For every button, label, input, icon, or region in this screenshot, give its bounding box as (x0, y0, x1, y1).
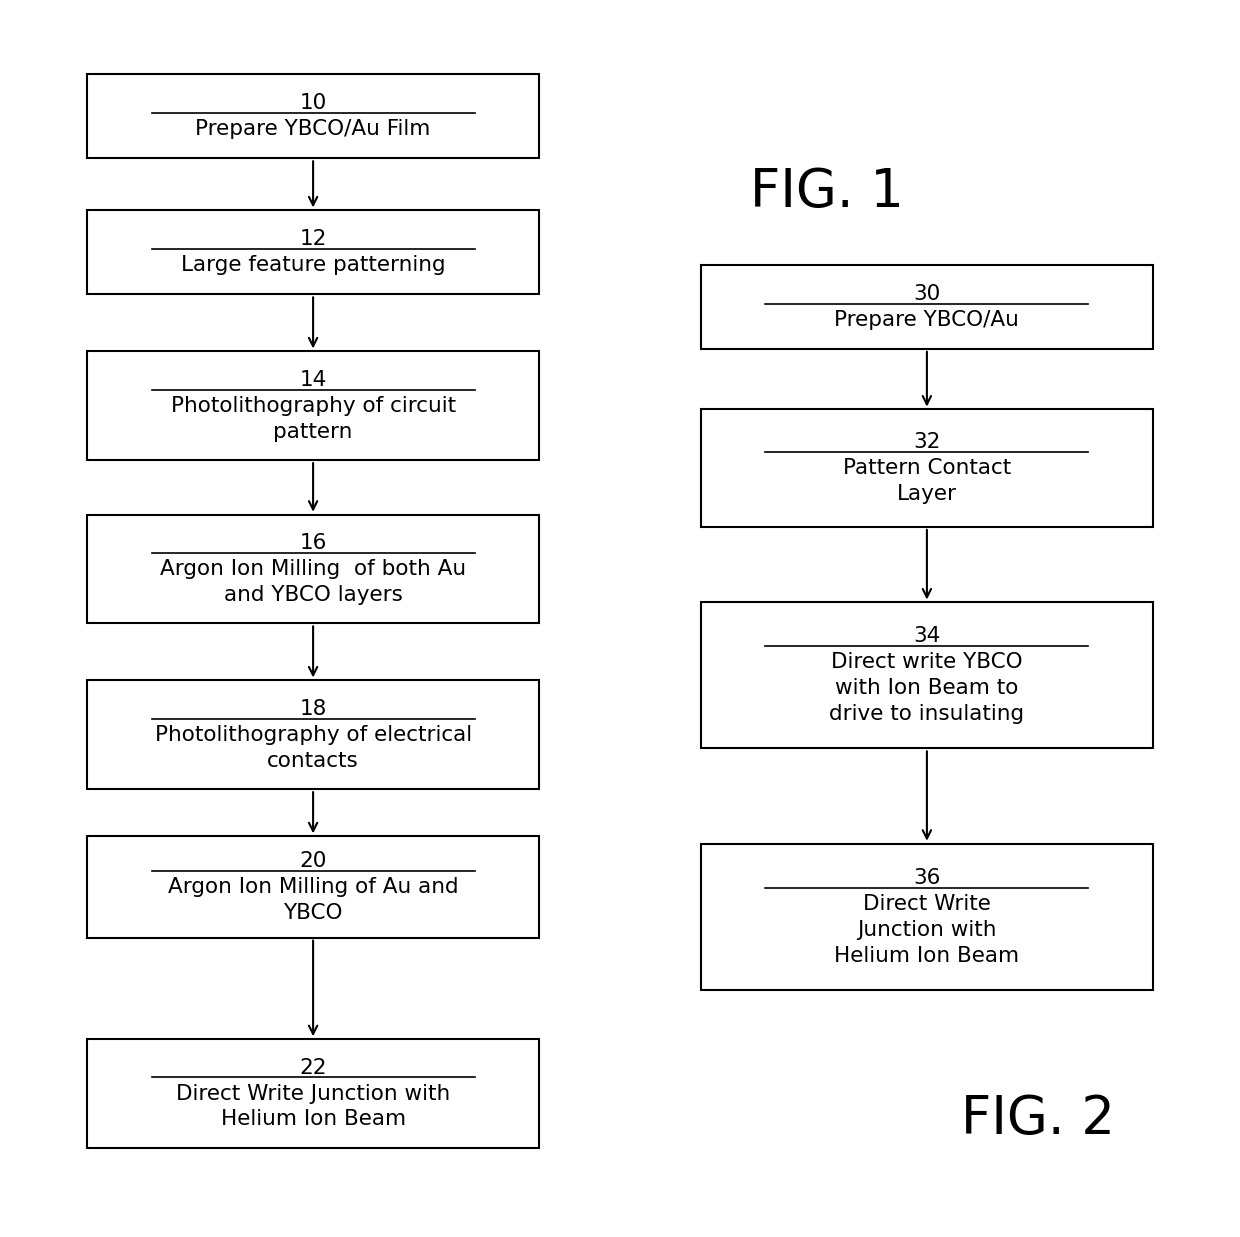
Text: Junction with: Junction with (857, 919, 997, 940)
Text: YBCO: YBCO (284, 903, 342, 923)
Text: Direct Write: Direct Write (863, 893, 991, 914)
Text: Prepare YBCO/Au Film: Prepare YBCO/Au Film (196, 119, 430, 140)
Text: Argon Ion Milling  of both Au: Argon Ion Milling of both Au (160, 559, 466, 579)
Text: 12: 12 (299, 229, 327, 250)
FancyBboxPatch shape (87, 515, 539, 623)
Text: Helium Ion Beam: Helium Ion Beam (835, 945, 1019, 966)
FancyBboxPatch shape (701, 602, 1153, 748)
FancyBboxPatch shape (87, 836, 539, 938)
Text: Direct write YBCO: Direct write YBCO (831, 652, 1023, 673)
Text: with Ion Beam to: with Ion Beam to (836, 678, 1018, 699)
FancyBboxPatch shape (701, 409, 1153, 527)
Text: Argon Ion Milling of Au and: Argon Ion Milling of Au and (167, 877, 459, 897)
Text: FIG. 1: FIG. 1 (750, 166, 904, 218)
Text: 16: 16 (299, 533, 327, 553)
FancyBboxPatch shape (701, 265, 1153, 349)
Text: Prepare YBCO/Au: Prepare YBCO/Au (835, 309, 1019, 330)
Text: 32: 32 (913, 432, 941, 453)
Text: 20: 20 (299, 851, 327, 871)
Text: Direct Write Junction with: Direct Write Junction with (176, 1084, 450, 1103)
FancyBboxPatch shape (87, 680, 539, 789)
Text: 36: 36 (913, 867, 941, 888)
Text: and YBCO layers: and YBCO layers (223, 585, 403, 605)
FancyBboxPatch shape (87, 351, 539, 460)
Text: pattern: pattern (273, 422, 353, 442)
Text: Layer: Layer (897, 484, 957, 505)
Text: drive to insulating: drive to insulating (830, 704, 1024, 725)
Text: contacts: contacts (268, 751, 358, 771)
Text: 22: 22 (299, 1058, 327, 1077)
Text: Large feature patterning: Large feature patterning (181, 255, 445, 276)
FancyBboxPatch shape (87, 210, 539, 294)
Text: FIG. 2: FIG. 2 (961, 1094, 1115, 1145)
Text: Helium Ion Beam: Helium Ion Beam (221, 1110, 405, 1129)
FancyBboxPatch shape (701, 844, 1153, 990)
Text: Photolithography of circuit: Photolithography of circuit (171, 396, 455, 416)
Text: 14: 14 (299, 370, 327, 390)
Text: 30: 30 (914, 283, 940, 304)
Text: 10: 10 (300, 93, 326, 114)
Text: Pattern Contact: Pattern Contact (843, 458, 1011, 479)
Text: 18: 18 (299, 699, 327, 719)
FancyBboxPatch shape (87, 74, 539, 158)
FancyBboxPatch shape (87, 1039, 539, 1148)
Text: Photolithography of electrical: Photolithography of electrical (155, 725, 471, 745)
Text: 34: 34 (913, 626, 941, 647)
